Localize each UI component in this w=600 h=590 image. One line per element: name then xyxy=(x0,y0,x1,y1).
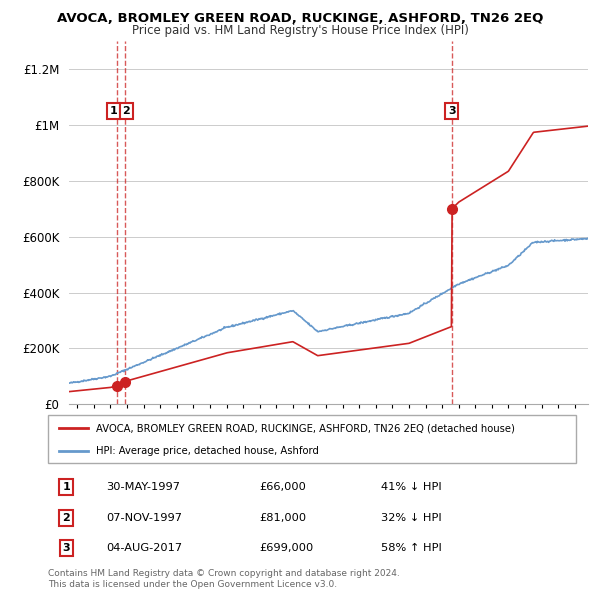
Text: £66,000: £66,000 xyxy=(259,482,306,492)
Text: 30-MAY-1997: 30-MAY-1997 xyxy=(106,482,180,492)
Text: Price paid vs. HM Land Registry's House Price Index (HPI): Price paid vs. HM Land Registry's House … xyxy=(131,24,469,37)
Text: 3: 3 xyxy=(448,106,455,116)
Text: £699,000: £699,000 xyxy=(259,543,313,553)
Text: 07-NOV-1997: 07-NOV-1997 xyxy=(106,513,182,523)
Text: 41% ↓ HPI: 41% ↓ HPI xyxy=(380,482,442,492)
Text: 3: 3 xyxy=(62,543,70,553)
Text: HPI: Average price, detached house, Ashford: HPI: Average price, detached house, Ashf… xyxy=(95,446,319,456)
Text: 04-AUG-2017: 04-AUG-2017 xyxy=(106,543,182,553)
Text: 32% ↓ HPI: 32% ↓ HPI xyxy=(380,513,442,523)
FancyBboxPatch shape xyxy=(48,415,576,463)
Text: AVOCA, BROMLEY GREEN ROAD, RUCKINGE, ASHFORD, TN26 2EQ: AVOCA, BROMLEY GREEN ROAD, RUCKINGE, ASH… xyxy=(57,12,543,25)
Text: 1: 1 xyxy=(62,482,70,492)
Text: AVOCA, BROMLEY GREEN ROAD, RUCKINGE, ASHFORD, TN26 2EQ (detached house): AVOCA, BROMLEY GREEN ROAD, RUCKINGE, ASH… xyxy=(95,423,514,433)
Text: 2: 2 xyxy=(62,513,70,523)
Text: 1: 1 xyxy=(110,106,118,116)
Text: £81,000: £81,000 xyxy=(259,513,307,523)
Text: 58% ↑ HPI: 58% ↑ HPI xyxy=(380,543,442,553)
Text: 2: 2 xyxy=(122,106,130,116)
Text: Contains HM Land Registry data © Crown copyright and database right 2024.
This d: Contains HM Land Registry data © Crown c… xyxy=(48,569,400,589)
